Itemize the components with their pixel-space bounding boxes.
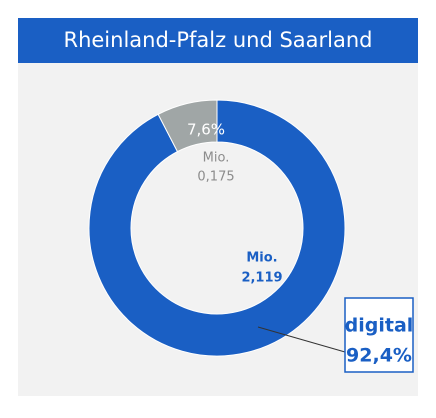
value-label: 7,6% (187, 121, 225, 139)
slice (157, 99, 218, 153)
amount-unit: Mio. (203, 151, 230, 166)
amount-label: 2,119 (241, 271, 282, 286)
callout-box (344, 297, 414, 373)
category-label: digital (345, 315, 414, 337)
title-bar (18, 18, 418, 63)
chart-title: Rheinland-Pfalz und Saarland (63, 28, 372, 52)
amount-unit: Mio. (246, 251, 277, 266)
amount-label: 0,175 (197, 170, 234, 185)
leader-line (257, 326, 346, 353)
value-label: 92,4% (346, 345, 412, 367)
slice (88, 99, 346, 357)
